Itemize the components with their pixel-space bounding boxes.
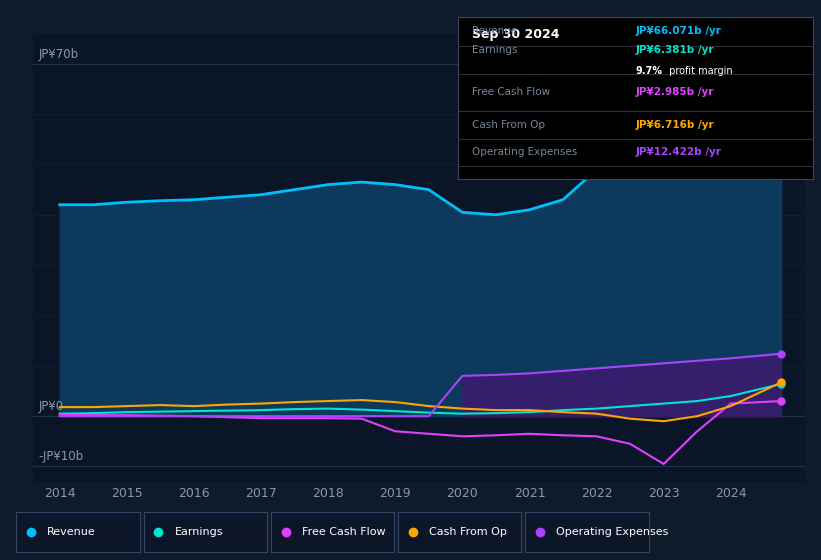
Text: Free Cash Flow: Free Cash Flow <box>302 527 385 537</box>
Text: Cash From Op: Cash From Op <box>429 527 507 537</box>
Text: Revenue: Revenue <box>472 26 517 36</box>
Text: Sep 30 2024: Sep 30 2024 <box>472 28 560 41</box>
Text: JP¥2.985b /yr: JP¥2.985b /yr <box>635 87 713 97</box>
Text: JP¥6.716b /yr: JP¥6.716b /yr <box>635 120 714 130</box>
Text: JP¥6.381b /yr: JP¥6.381b /yr <box>635 45 714 55</box>
Text: Earnings: Earnings <box>472 45 518 55</box>
Text: profit margin: profit margin <box>666 66 732 76</box>
Text: Free Cash Flow: Free Cash Flow <box>472 87 550 97</box>
Text: Operating Expenses: Operating Expenses <box>557 527 668 537</box>
Text: JP¥12.422b /yr: JP¥12.422b /yr <box>635 147 722 157</box>
Text: -JP¥10b: -JP¥10b <box>39 450 84 464</box>
Text: JP¥70b: JP¥70b <box>39 48 78 61</box>
Text: 9.7%: 9.7% <box>635 66 663 76</box>
Text: Earnings: Earnings <box>174 527 223 537</box>
Text: JP¥66.071b /yr: JP¥66.071b /yr <box>635 26 722 36</box>
Text: Cash From Op: Cash From Op <box>472 120 545 130</box>
Text: Revenue: Revenue <box>47 527 96 537</box>
Text: Operating Expenses: Operating Expenses <box>472 147 577 157</box>
Text: JP¥0: JP¥0 <box>39 400 63 413</box>
